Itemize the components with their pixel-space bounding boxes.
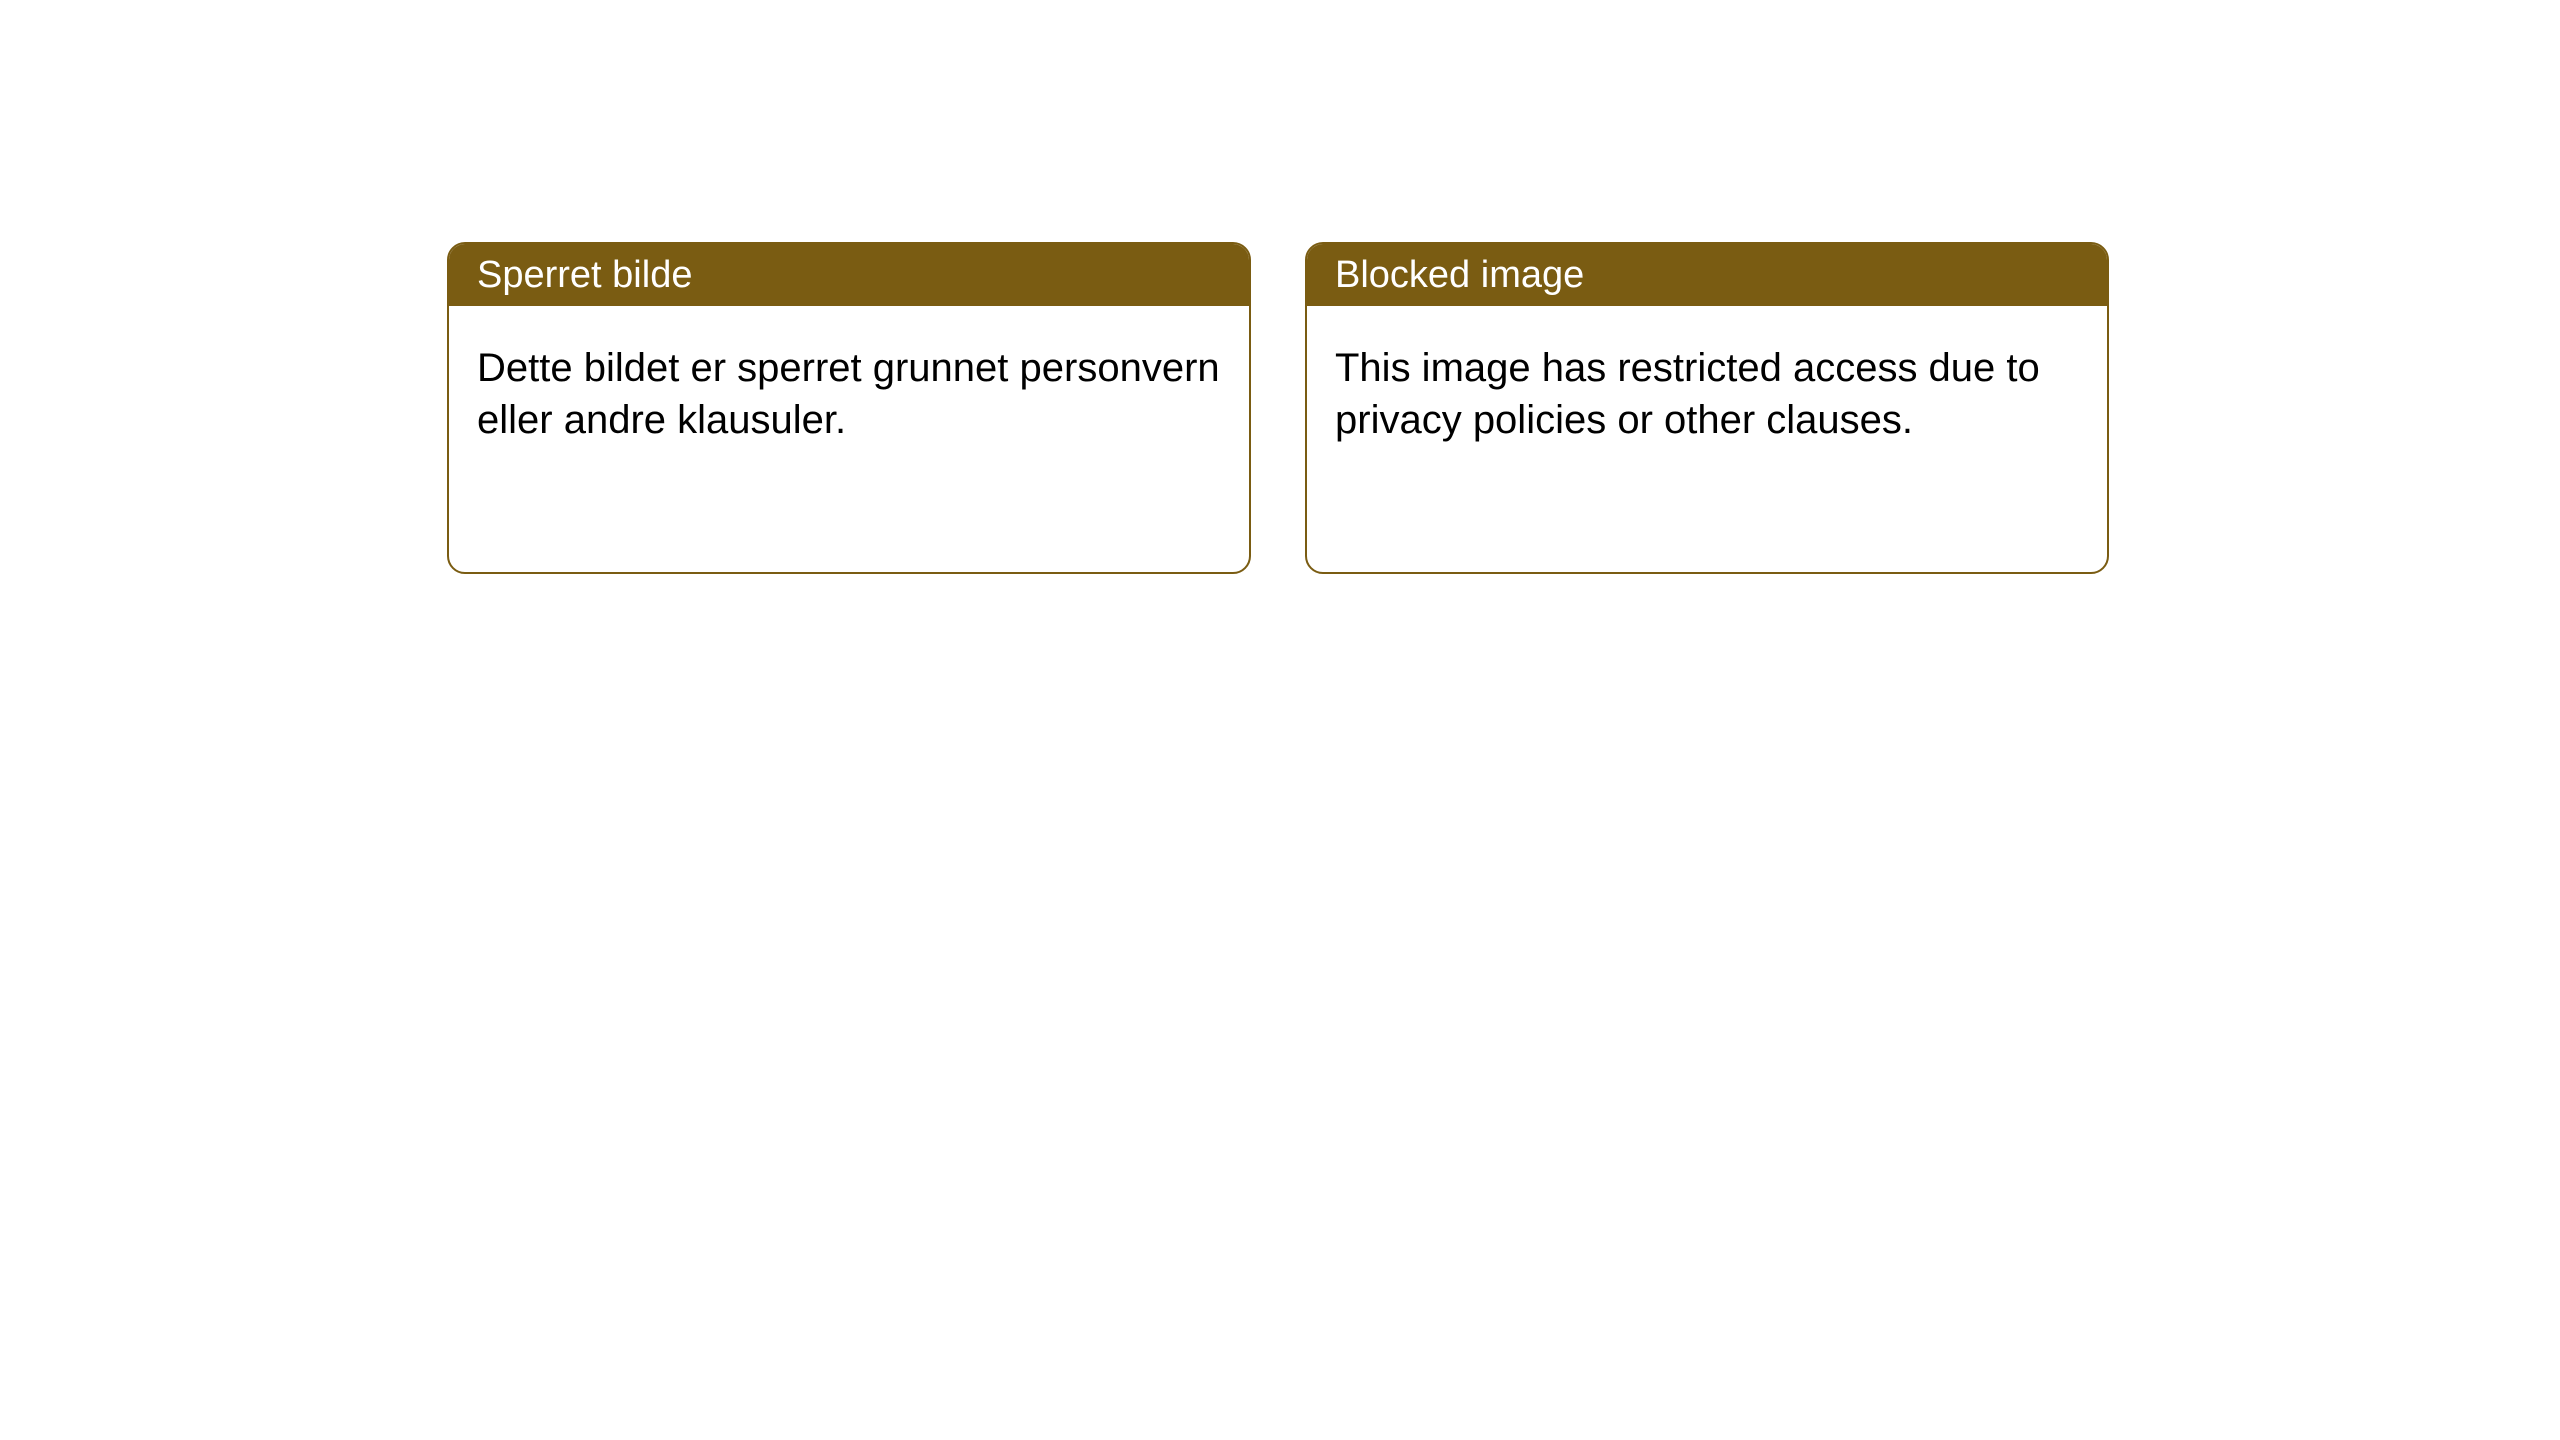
notice-body: Dette bildet er sperret grunnet personve… [449,306,1249,482]
notice-container: Sperret bilde Dette bildet er sperret gr… [0,0,2560,574]
notice-title: Blocked image [1335,254,1584,297]
notice-card-norwegian: Sperret bilde Dette bildet er sperret gr… [447,242,1251,574]
notice-message: Dette bildet er sperret grunnet personve… [477,346,1220,442]
notice-body: This image has restricted access due to … [1307,306,2107,482]
notice-header: Blocked image [1307,244,2107,306]
notice-card-english: Blocked image This image has restricted … [1305,242,2109,574]
notice-message: This image has restricted access due to … [1335,346,2040,442]
notice-header: Sperret bilde [449,244,1249,306]
notice-title: Sperret bilde [477,254,692,297]
